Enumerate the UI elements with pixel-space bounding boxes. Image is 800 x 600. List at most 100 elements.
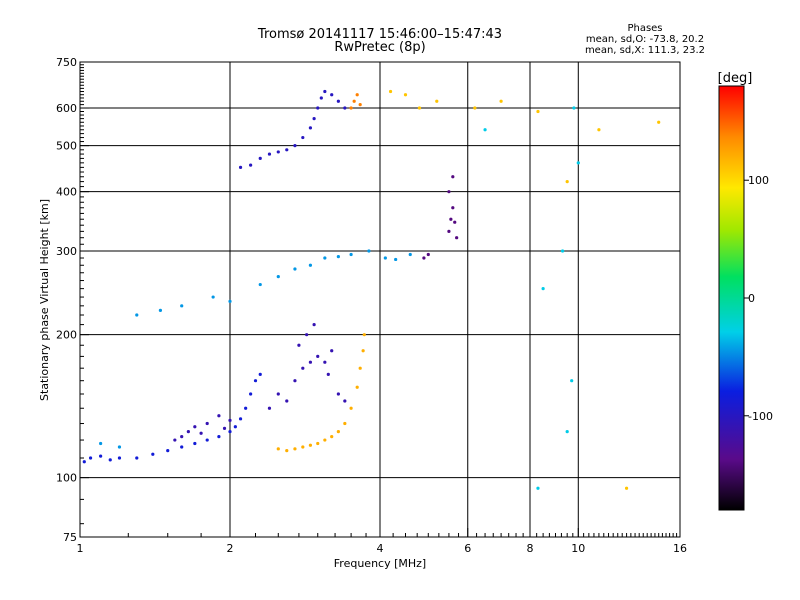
data-point [355,385,359,389]
data-point [349,106,353,110]
data-point [426,252,430,257]
y-tick-label: 400 [56,186,77,199]
data-point [285,399,289,403]
y-tick-label: 750 [56,56,77,69]
data-point [316,106,320,110]
data-point [383,256,387,260]
data-point [343,421,347,426]
data-point [180,304,184,308]
data-point [258,282,262,287]
data-point [349,406,353,410]
data-point [316,354,320,358]
data-point [657,120,661,124]
data-point [336,430,340,434]
data-point [308,126,313,130]
data-points [82,89,661,490]
data-point [151,452,155,456]
data-point [319,96,323,100]
x-tick-labels: 1 2 4 6 8 10 16 [77,542,688,555]
x-tick-label: 1 [77,542,84,555]
colorbar [718,85,745,511]
y-tick-label: 600 [56,102,77,115]
data-point [316,441,320,446]
data-point [352,99,356,103]
data-point [108,458,112,462]
data-point [276,150,280,154]
data-point [158,308,163,312]
colorbar-tick-label: 0 [748,292,755,305]
data-point [499,99,503,103]
data-point [244,406,248,410]
data-point [180,445,184,449]
data-point [186,430,190,434]
data-point [565,180,569,184]
data-point [135,456,139,460]
data-point [453,220,457,224]
y-axis-label: Stationary phase Virtual Height [km] [38,199,51,401]
data-point [355,93,359,97]
data-point [388,89,393,94]
data-point [193,441,197,446]
data-point [358,366,362,370]
data-point [211,295,215,299]
data-point [258,372,262,376]
data-point [455,236,459,240]
data-point [233,425,237,429]
data-point [217,414,221,418]
data-point [343,399,347,403]
data-point [117,445,122,449]
data-point [362,333,366,337]
data-point [624,486,629,490]
y-tick-labels: 75 100 200 300 400 500 600 750 [56,56,77,544]
data-point [199,431,203,435]
data-point [336,254,340,259]
data-point [253,379,258,383]
x-tick-label: 6 [464,542,471,555]
data-point [323,256,327,260]
data-point [99,454,103,458]
data-point [473,106,477,110]
data-point [249,392,253,396]
data-point [222,426,227,430]
data-point [297,343,301,347]
data-point [358,103,362,107]
data-point [293,267,297,271]
data-point [536,109,540,114]
data-point [301,445,305,449]
x-tick-label: 8 [527,542,534,555]
data-point [117,456,122,460]
data-point [449,217,453,221]
data-point [88,456,93,460]
data-point [301,366,305,370]
data-point [403,93,408,97]
chart-subtitle: RwPretec (8p) [334,40,426,55]
chart-title: Tromsø 20141117 15:46:00–15:47:43 [257,27,503,42]
data-point [228,299,232,303]
data-point [228,418,232,422]
data-point [408,252,412,257]
stats-heading: Phases [627,23,663,34]
data-point [565,430,569,434]
data-point [180,435,184,439]
data-point [82,460,86,464]
y-tick-label: 200 [56,329,77,342]
data-point [305,333,309,337]
data-point [217,435,221,439]
stats-o-mode: mean, sd,O: -73.8, 20.2 [585,34,705,45]
data-point [205,421,209,426]
y-tick-label: 100 [56,472,77,485]
colorbar-label: [deg] [718,71,753,86]
data-point [330,93,334,97]
data-point [301,135,305,140]
data-point [276,447,280,451]
data-point [361,349,365,353]
data-point [349,252,353,257]
data-point [330,435,334,439]
x-tick-label: 4 [377,542,384,555]
data-point [228,430,232,434]
data-point [343,106,347,110]
data-point [99,441,103,446]
data-point [285,148,289,152]
stats-x-mode: mean, sd,X: 111.3, 23.2 [584,45,706,56]
data-point [293,144,297,148]
